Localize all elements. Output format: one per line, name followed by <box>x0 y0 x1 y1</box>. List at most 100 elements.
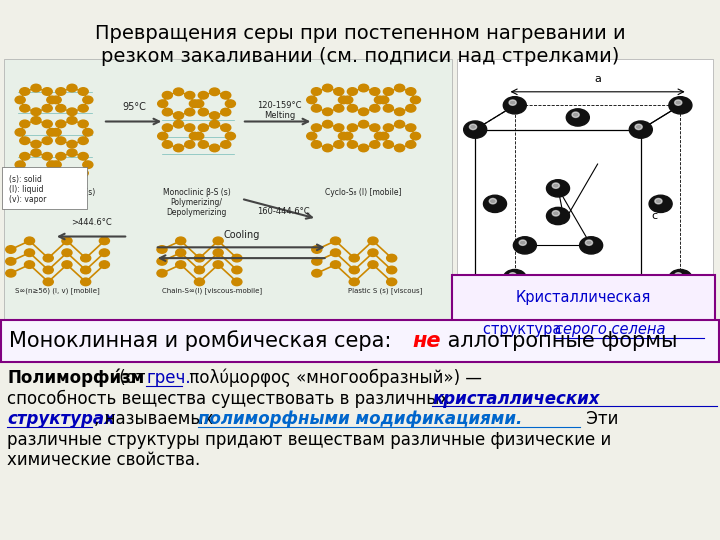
Circle shape <box>323 144 333 152</box>
Circle shape <box>55 137 66 145</box>
Circle shape <box>194 132 204 140</box>
Circle shape <box>572 112 579 117</box>
FancyBboxPatch shape <box>1 320 719 362</box>
Circle shape <box>552 183 559 188</box>
Circle shape <box>210 120 220 128</box>
Circle shape <box>323 108 333 116</box>
Circle shape <box>635 124 642 130</box>
Circle shape <box>47 129 57 136</box>
Circle shape <box>359 108 369 116</box>
Circle shape <box>194 266 204 274</box>
Circle shape <box>330 237 341 245</box>
Circle shape <box>675 100 682 105</box>
Circle shape <box>387 266 397 274</box>
Circle shape <box>629 294 652 311</box>
Circle shape <box>330 261 341 268</box>
Text: структура: структура <box>483 322 566 337</box>
Circle shape <box>629 121 652 138</box>
Circle shape <box>307 132 317 140</box>
Circle shape <box>43 254 53 262</box>
Circle shape <box>323 84 333 92</box>
Circle shape <box>370 105 380 112</box>
Circle shape <box>83 129 93 136</box>
Circle shape <box>311 87 321 95</box>
Circle shape <box>225 100 235 107</box>
Circle shape <box>42 120 53 127</box>
Circle shape <box>484 195 507 212</box>
Circle shape <box>55 120 66 127</box>
Circle shape <box>55 152 66 160</box>
Circle shape <box>78 152 89 160</box>
Text: (s): solid: (s): solid <box>9 175 42 184</box>
Circle shape <box>43 266 53 274</box>
Circle shape <box>566 109 589 126</box>
Text: Plastic S (s) [viscous]: Plastic S (s) [viscous] <box>348 287 423 294</box>
Circle shape <box>174 120 184 128</box>
Text: резком закаливании (см. подписи над стрелками): резком закаливании (см. подписи над стре… <box>101 47 619 66</box>
Circle shape <box>370 141 380 148</box>
Text: >444.6°C: >444.6°C <box>71 218 112 227</box>
Circle shape <box>312 246 322 253</box>
Circle shape <box>19 120 30 127</box>
Text: Chain-S∞(l) [viscous-mobile]: Chain-S∞(l) [viscous-mobile] <box>162 287 263 294</box>
Circle shape <box>395 84 405 92</box>
Circle shape <box>24 249 35 256</box>
Circle shape <box>83 161 93 168</box>
Circle shape <box>334 87 344 95</box>
Circle shape <box>347 105 357 112</box>
Circle shape <box>347 141 357 148</box>
Text: , называемых: , называемых <box>94 410 218 428</box>
Circle shape <box>62 237 72 245</box>
Circle shape <box>185 91 195 99</box>
Circle shape <box>410 132 420 140</box>
Circle shape <box>669 269 692 287</box>
Circle shape <box>42 170 53 177</box>
FancyBboxPatch shape <box>457 59 713 354</box>
Circle shape <box>158 132 168 140</box>
Circle shape <box>31 108 41 116</box>
Circle shape <box>546 180 570 197</box>
Text: серого селена: серого селена <box>555 322 665 337</box>
FancyBboxPatch shape <box>452 275 715 351</box>
Circle shape <box>374 96 384 104</box>
Circle shape <box>503 97 526 114</box>
Text: кристаллических: кристаллических <box>432 389 600 408</box>
Circle shape <box>78 137 89 145</box>
Text: a: a <box>594 73 601 84</box>
Circle shape <box>78 170 89 177</box>
Circle shape <box>221 109 231 116</box>
Text: не: не <box>413 330 441 351</box>
Circle shape <box>338 132 348 140</box>
Circle shape <box>19 170 30 177</box>
Circle shape <box>198 91 208 99</box>
Circle shape <box>387 278 397 286</box>
Circle shape <box>323 120 333 128</box>
Circle shape <box>513 237 536 254</box>
Circle shape <box>225 132 235 140</box>
Circle shape <box>47 96 57 104</box>
Circle shape <box>379 132 389 140</box>
Circle shape <box>232 278 242 286</box>
Circle shape <box>307 96 317 104</box>
Circle shape <box>490 198 497 204</box>
Circle shape <box>78 120 89 127</box>
Circle shape <box>174 144 184 152</box>
Circle shape <box>162 124 172 131</box>
Circle shape <box>42 137 53 145</box>
Circle shape <box>43 278 53 286</box>
Text: πολύμορφος «многообразный») —: πολύμορφος «многообразный») — <box>184 369 482 387</box>
Circle shape <box>635 297 642 302</box>
Circle shape <box>359 120 369 128</box>
Circle shape <box>232 266 242 274</box>
Circle shape <box>157 269 167 277</box>
Text: S∞(n≥56) (l, v) [mobile]: S∞(n≥56) (l, v) [mobile] <box>15 287 100 294</box>
Circle shape <box>99 261 109 268</box>
Circle shape <box>24 261 35 268</box>
Circle shape <box>546 207 570 225</box>
Circle shape <box>464 121 487 138</box>
Circle shape <box>349 266 359 274</box>
Circle shape <box>185 141 195 148</box>
Circle shape <box>194 254 204 262</box>
Circle shape <box>31 149 41 157</box>
Circle shape <box>19 105 30 112</box>
